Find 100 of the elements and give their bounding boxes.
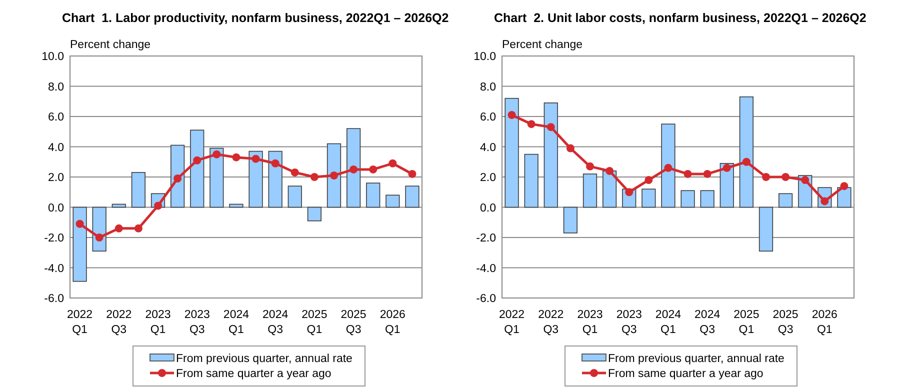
point xyxy=(625,188,634,196)
x-tick-label: 2023 Q3 xyxy=(184,309,210,336)
x-tick-label: 2022 Q3 xyxy=(106,309,132,336)
x-tick-label: 2025 Q1 xyxy=(734,309,760,336)
point xyxy=(350,165,358,174)
x-tick-label: 2026 Q1 xyxy=(812,309,838,336)
y-tick-label: -4.0 xyxy=(44,262,64,275)
bar xyxy=(602,170,617,208)
y-tick-label: -4.0 xyxy=(476,262,496,275)
bar xyxy=(680,190,695,208)
bar xyxy=(524,154,538,208)
point xyxy=(408,170,416,178)
point xyxy=(742,158,750,166)
bar xyxy=(131,172,146,208)
bar xyxy=(700,190,714,208)
y-axis-title: Percent change xyxy=(70,39,151,51)
x-tick-label: 2024 Q1 xyxy=(655,309,682,336)
point xyxy=(762,173,770,181)
bar xyxy=(268,150,282,208)
bar xyxy=(210,148,224,208)
legend-label: From same quarter a year ago xyxy=(176,368,332,380)
point xyxy=(840,182,848,190)
point xyxy=(154,202,162,210)
point xyxy=(644,176,653,184)
point xyxy=(330,171,338,180)
point xyxy=(586,162,594,170)
point xyxy=(722,164,731,172)
point xyxy=(782,173,790,181)
bar xyxy=(190,130,204,208)
point xyxy=(252,154,260,163)
point xyxy=(703,170,712,178)
point xyxy=(527,120,536,128)
bar xyxy=(642,188,656,208)
bar xyxy=(248,150,263,208)
y-tick-label: 0.0 xyxy=(480,202,496,214)
x-tick-label: 2023 Q1 xyxy=(145,309,171,336)
point xyxy=(193,156,202,164)
point xyxy=(290,168,299,176)
bar xyxy=(582,174,598,208)
bar xyxy=(563,206,578,234)
bar xyxy=(405,186,420,208)
point xyxy=(684,170,692,178)
bar xyxy=(229,204,244,208)
y-tick-label: 10.0 xyxy=(474,51,496,64)
bar xyxy=(837,187,852,208)
point xyxy=(76,220,84,228)
bar xyxy=(386,194,400,208)
x-tick-label: 2025 Q1 xyxy=(302,309,328,336)
y-tick-label: 8.0 xyxy=(48,81,64,94)
y-tick-label: -6.0 xyxy=(44,293,64,306)
bar xyxy=(366,182,380,208)
bar xyxy=(170,144,185,208)
chart-title: Chart 2. Unit labor costs, nonfarm business, 2022Q1 – 2026Q2 xyxy=(494,11,866,25)
bar xyxy=(661,124,676,208)
legend-label: From previous quarter, annual rate xyxy=(176,353,352,366)
point xyxy=(606,166,614,175)
bar xyxy=(544,102,558,208)
point xyxy=(310,173,318,181)
y-tick-label: 10.0 xyxy=(42,51,64,64)
x-tick-label: 2022 Q3 xyxy=(538,309,564,336)
point xyxy=(801,176,810,184)
point xyxy=(174,174,182,183)
point xyxy=(114,224,123,232)
point xyxy=(566,144,574,152)
x-tick-label: 2025 Q3 xyxy=(772,309,798,336)
legend-label: From same quarter a year ago xyxy=(608,368,764,380)
point xyxy=(232,153,240,162)
point xyxy=(508,110,516,119)
bar xyxy=(307,206,322,222)
bar xyxy=(346,128,361,208)
y-axis-title: Percent change xyxy=(502,39,583,51)
x-tick-label: 2025 Q3 xyxy=(340,309,366,336)
point xyxy=(212,150,221,158)
y-tick-label: 2.0 xyxy=(48,172,64,184)
bar xyxy=(739,96,754,208)
x-tick-label: 2024 Q3 xyxy=(694,309,721,336)
bar xyxy=(504,98,519,208)
point xyxy=(134,224,142,232)
x-tick-label: 2022 Q1 xyxy=(498,309,525,336)
bar xyxy=(288,186,302,208)
y-tick-label: 6.0 xyxy=(48,112,64,124)
y-tick-label: 2.0 xyxy=(480,172,496,184)
bar xyxy=(72,206,87,282)
point xyxy=(95,234,104,242)
chart-title: Chart 1. Labor productivity, nonfarm business, 2022Q1 – 2026Q2 xyxy=(62,11,449,25)
x-tick-label: 2022 Q1 xyxy=(66,309,93,336)
y-tick-label: 4.0 xyxy=(480,142,496,154)
x-tick-label: 2023 Q1 xyxy=(577,309,603,336)
point xyxy=(546,123,555,132)
x-tick-label: 2026 Q1 xyxy=(380,309,406,336)
bar xyxy=(778,193,793,208)
point xyxy=(271,159,280,168)
y-tick-label: -2.0 xyxy=(44,232,64,245)
x-tick-label: 2024 Q3 xyxy=(262,309,289,336)
bar xyxy=(326,143,342,208)
x-tick-label: 2023 Q3 xyxy=(616,309,642,336)
legend-label: From previous quarter, annual rate xyxy=(608,353,784,366)
y-tick-label: 4.0 xyxy=(48,142,64,154)
y-tick-label: -2.0 xyxy=(476,232,496,245)
y-tick-label: -6.0 xyxy=(476,293,496,306)
